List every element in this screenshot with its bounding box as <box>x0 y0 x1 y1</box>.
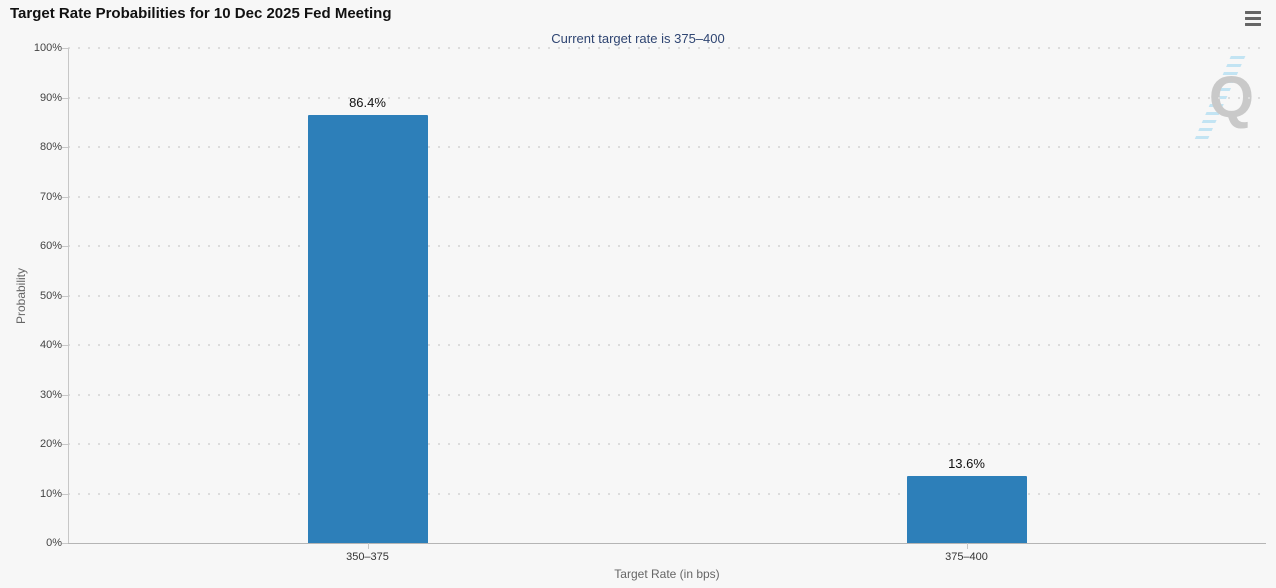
y-tick-label: 30% <box>39 388 62 401</box>
y-axis-tick <box>62 345 68 346</box>
y-tick-label: 70% <box>39 190 62 203</box>
y-tick-label: 50% <box>39 289 62 302</box>
x-tick-label: 350–375 <box>346 551 389 563</box>
x-tick-label: 375–400 <box>945 551 988 563</box>
bar-375-400[interactable] <box>906 475 1027 543</box>
y-axis-line <box>68 48 69 544</box>
gridline <box>68 344 1266 346</box>
y-axis-tick <box>62 196 68 198</box>
gridline <box>68 393 1266 396</box>
chart-context-menu-button[interactable] <box>1242 9 1264 28</box>
chart-title: Target Rate Probabilities for 10 Dec 202… <box>10 5 392 22</box>
y-axis-tick <box>62 394 68 396</box>
y-axis-tick <box>62 493 68 495</box>
y-axis-tick <box>62 543 68 544</box>
gridline <box>68 245 1266 247</box>
y-tick-label: 90% <box>39 91 62 104</box>
bar-value-label: 86.4% <box>349 95 386 111</box>
y-axis-tick <box>62 246 68 247</box>
hamburger-icon <box>1245 23 1261 26</box>
gridline <box>68 443 1266 445</box>
bar-value-label: 13.6% <box>948 455 985 471</box>
y-axis-tick <box>62 97 68 99</box>
chart-subtitle: Current target rate is 375–400 <box>551 31 725 46</box>
y-tick-label: 40% <box>39 339 62 351</box>
y-tick-label: 100% <box>33 42 62 54</box>
gridline <box>68 47 1266 49</box>
y-tick-label: 80% <box>39 141 62 153</box>
x-axis-line <box>68 543 1266 544</box>
y-axis-tick <box>62 444 68 445</box>
x-axis-tick <box>367 543 369 549</box>
swoosh-stripes-icon <box>1192 56 1246 144</box>
y-tick-label: 60% <box>39 240 62 252</box>
x-axis-title: Target Rate (in bps) <box>614 567 720 581</box>
gridline <box>68 492 1266 495</box>
gridline <box>68 96 1266 99</box>
y-axis-tick <box>62 147 68 148</box>
hamburger-icon <box>1245 11 1261 14</box>
y-tick-label: 20% <box>39 438 62 450</box>
bar-350-375[interactable] <box>307 115 428 543</box>
y-axis-tick <box>62 295 68 297</box>
plot-area: Q <box>68 47 1266 543</box>
gridline <box>68 146 1266 148</box>
y-tick-label: 0% <box>46 537 62 549</box>
x-axis-tick <box>966 543 968 549</box>
gridline <box>68 294 1266 297</box>
hamburger-icon <box>1245 17 1261 20</box>
y-axis-tick <box>62 48 68 49</box>
gridline <box>68 195 1266 198</box>
y-tick-label: 10% <box>39 487 62 500</box>
